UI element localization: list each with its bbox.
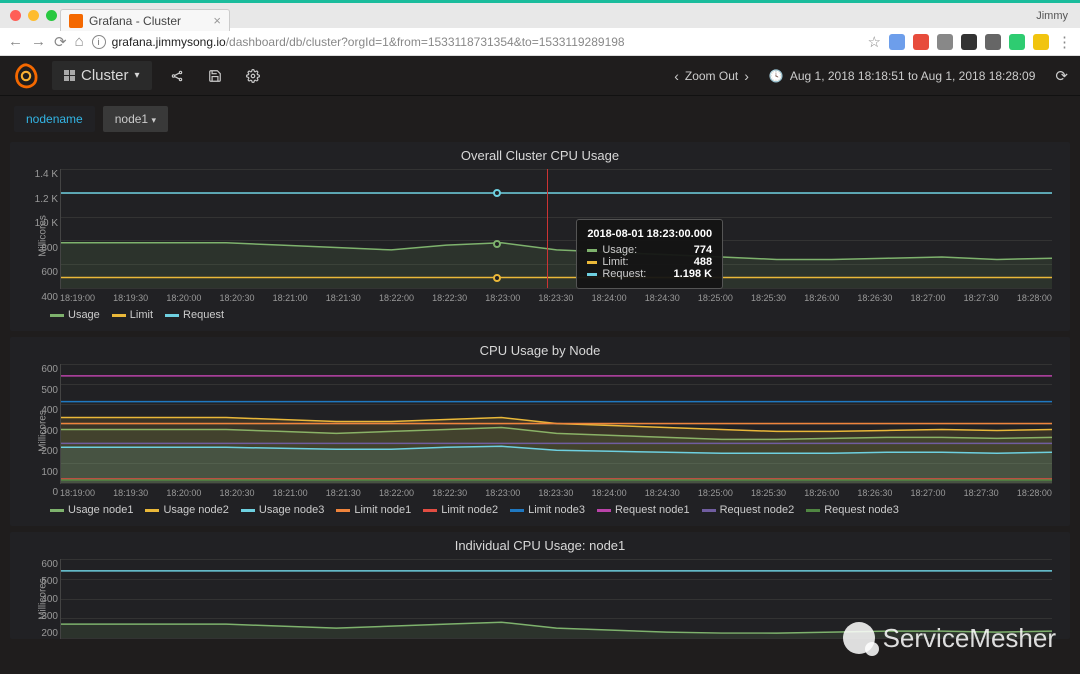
panel-overall-cpu[interactable]: Overall Cluster CPU Usage Millicores 1.4… (10, 142, 1070, 331)
wechat-icon (843, 622, 875, 654)
minimize-dot[interactable] (28, 10, 39, 21)
mac-titlebar: Grafana - Cluster × Jimmy (0, 0, 1080, 28)
star-icon[interactable]: ☆ (868, 33, 881, 51)
extension-icon[interactable] (937, 34, 953, 50)
menu-icon[interactable]: ⋮ (1057, 33, 1072, 51)
address-bar: ← → ⟳ ⌂ i grafana.jimmysong.io/dashboard… (0, 28, 1080, 56)
y-axis: 1.4 K1.2 K1.0 K800600400 (20, 169, 58, 303)
back-icon[interactable]: ← (8, 33, 23, 50)
extension-icon[interactable] (1009, 34, 1025, 50)
legend-item[interactable]: Limit node1 (336, 504, 411, 516)
dashboard-name: Cluster (81, 67, 129, 84)
url-host: grafana.jimmysong.io (112, 35, 226, 49)
data-marker (493, 274, 501, 282)
tab-title: Grafana - Cluster (89, 14, 181, 28)
grid-icon (64, 70, 75, 81)
legend-item[interactable]: Limit (112, 309, 153, 321)
data-marker (493, 240, 501, 248)
grafana-logo[interactable] (12, 62, 40, 90)
zoom-out-button[interactable]: Zoom Out (685, 69, 738, 83)
panel-title: CPU Usage by Node (10, 337, 1070, 364)
watermark: ServiceMesher (843, 622, 1056, 654)
legend-item[interactable]: Request (165, 309, 224, 321)
legend-item[interactable]: Request node1 (597, 504, 690, 516)
cursor-line (547, 169, 548, 288)
template-variables: nodename node1 ▾ (0, 96, 1080, 142)
chevron-down-icon: ▾ (135, 70, 140, 81)
panel-title: Individual CPU Usage: node1 (10, 532, 1070, 559)
chart-legend: Usage Limit Request (10, 303, 1070, 331)
clock-icon: 🕓 (769, 69, 784, 83)
panel-container: Overall Cluster CPU Usage Millicores 1.4… (0, 142, 1080, 639)
chart-tooltip: 2018-08-01 18:23:00.000 Usage:774Limit:4… (576, 219, 723, 289)
chevron-right-icon[interactable]: › (744, 68, 749, 84)
grafana-header: Cluster ▾ ‹ Zoom Out › 🕓 Aug 1, 2018 18:… (0, 56, 1080, 96)
panel-title: Overall Cluster CPU Usage (10, 142, 1070, 169)
browser-tab[interactable]: Grafana - Cluster × (60, 9, 230, 31)
share-icon[interactable] (164, 63, 190, 89)
dashboard-picker[interactable]: Cluster ▾ (52, 61, 152, 90)
time-range[interactable]: Aug 1, 2018 18:18:51 to Aug 1, 2018 18:2… (790, 69, 1036, 83)
legend-item[interactable]: Limit node3 (510, 504, 585, 516)
extension-icon[interactable] (985, 34, 1001, 50)
plot-area[interactable]: 2018-08-01 18:23:00.000 Usage:774Limit:4… (60, 169, 1052, 289)
x-axis: 18:19:0018:19:3018:20:0018:20:3018:21:00… (60, 293, 1052, 303)
reload-icon[interactable]: ⟳ (54, 33, 67, 51)
settings-icon[interactable] (240, 63, 266, 89)
y-axis: 600500400300200 (20, 559, 58, 639)
chevron-down-icon: ▾ (151, 115, 156, 125)
extension-icon[interactable] (913, 34, 929, 50)
url-field[interactable]: i grafana.jimmysong.io/dashboard/db/clus… (92, 35, 860, 49)
extension-icon[interactable] (961, 34, 977, 50)
data-marker (493, 189, 501, 197)
forward-icon[interactable]: → (31, 33, 46, 50)
legend-item[interactable]: Request node3 (806, 504, 899, 516)
y-axis: 6005004003002001000 (20, 364, 58, 498)
save-icon[interactable] (202, 63, 228, 89)
info-icon[interactable]: i (92, 35, 106, 49)
plot-area[interactable] (60, 364, 1052, 484)
home-icon[interactable]: ⌂ (75, 33, 84, 50)
refresh-icon[interactable]: ⟳ (1055, 67, 1068, 85)
window-controls[interactable] (10, 10, 57, 21)
legend-item[interactable]: Usage node2 (145, 504, 228, 516)
legend-item[interactable]: Usage node1 (50, 504, 133, 516)
chart-legend: Usage node1 Usage node2 Usage node3 Limit n… (10, 498, 1070, 526)
legend-item[interactable]: Limit node2 (423, 504, 498, 516)
legend-item[interactable]: Usage (50, 309, 100, 321)
close-dot[interactable] (10, 10, 21, 21)
x-axis: 18:19:0018:19:3018:20:0018:20:3018:21:00… (60, 488, 1052, 498)
panel-cpu-by-node[interactable]: CPU Usage by Node Millicores 60050040030… (10, 337, 1070, 526)
legend-item[interactable]: Request node2 (702, 504, 795, 516)
chevron-left-icon[interactable]: ‹ (674, 68, 679, 84)
user-label: Jimmy (1036, 10, 1068, 22)
extension-icons (889, 34, 1049, 50)
var-value[interactable]: node1 ▾ (103, 106, 168, 132)
grafana-favicon (69, 14, 83, 28)
maximize-dot[interactable] (46, 10, 57, 21)
legend-item[interactable]: Usage node3 (241, 504, 324, 516)
url-path: /dashboard/db/cluster?orgId=1&from=15331… (226, 35, 625, 49)
extension-icon[interactable] (1033, 34, 1049, 50)
var-name: nodename (14, 106, 95, 132)
close-icon[interactable]: × (213, 13, 221, 28)
extension-icon[interactable] (889, 34, 905, 50)
